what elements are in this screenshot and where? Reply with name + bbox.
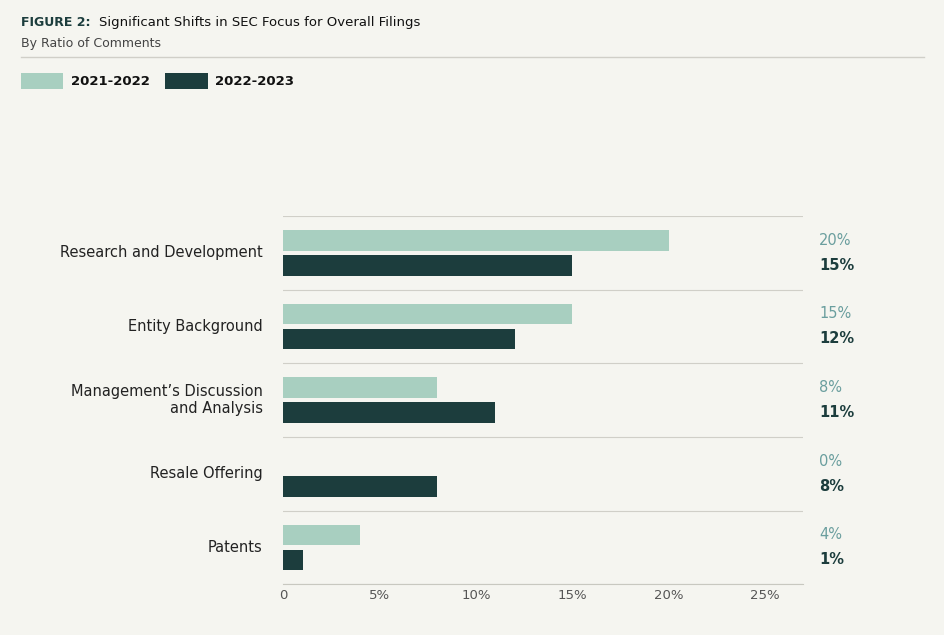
Text: 1%: 1% [818,552,843,568]
Text: FIGURE 2:: FIGURE 2: [21,16,91,29]
Text: 20%: 20% [818,232,851,248]
Bar [283,402,495,423]
Text: Research and Development: Research and Development [59,245,262,260]
Text: 0%: 0% [818,453,841,469]
Text: 15%: 15% [818,306,851,321]
Bar [283,255,572,276]
Text: 8%: 8% [818,479,843,494]
Text: 15%: 15% [818,258,853,273]
Text: Entity Background: Entity Background [127,319,262,334]
Bar [283,377,437,398]
Text: Resale Offering: Resale Offering [150,466,262,481]
Text: Significant Shifts in SEC Focus for Overall Filings: Significant Shifts in SEC Focus for Over… [99,16,420,29]
Text: 8%: 8% [818,380,841,395]
Text: 2022-2023: 2022-2023 [215,75,295,88]
Text: Patents: Patents [208,540,262,555]
Bar [283,304,572,324]
Text: 4%: 4% [818,527,841,542]
Bar [283,525,360,545]
Text: Management’s Discussion
and Analysis: Management’s Discussion and Analysis [71,384,262,417]
Bar [283,328,514,349]
Text: By Ratio of Comments: By Ratio of Comments [21,37,160,50]
Bar [283,230,667,251]
Bar [283,476,437,497]
Bar [283,549,302,570]
Text: 2021-2022: 2021-2022 [71,75,149,88]
Text: 12%: 12% [818,331,853,347]
Text: 11%: 11% [818,405,853,420]
